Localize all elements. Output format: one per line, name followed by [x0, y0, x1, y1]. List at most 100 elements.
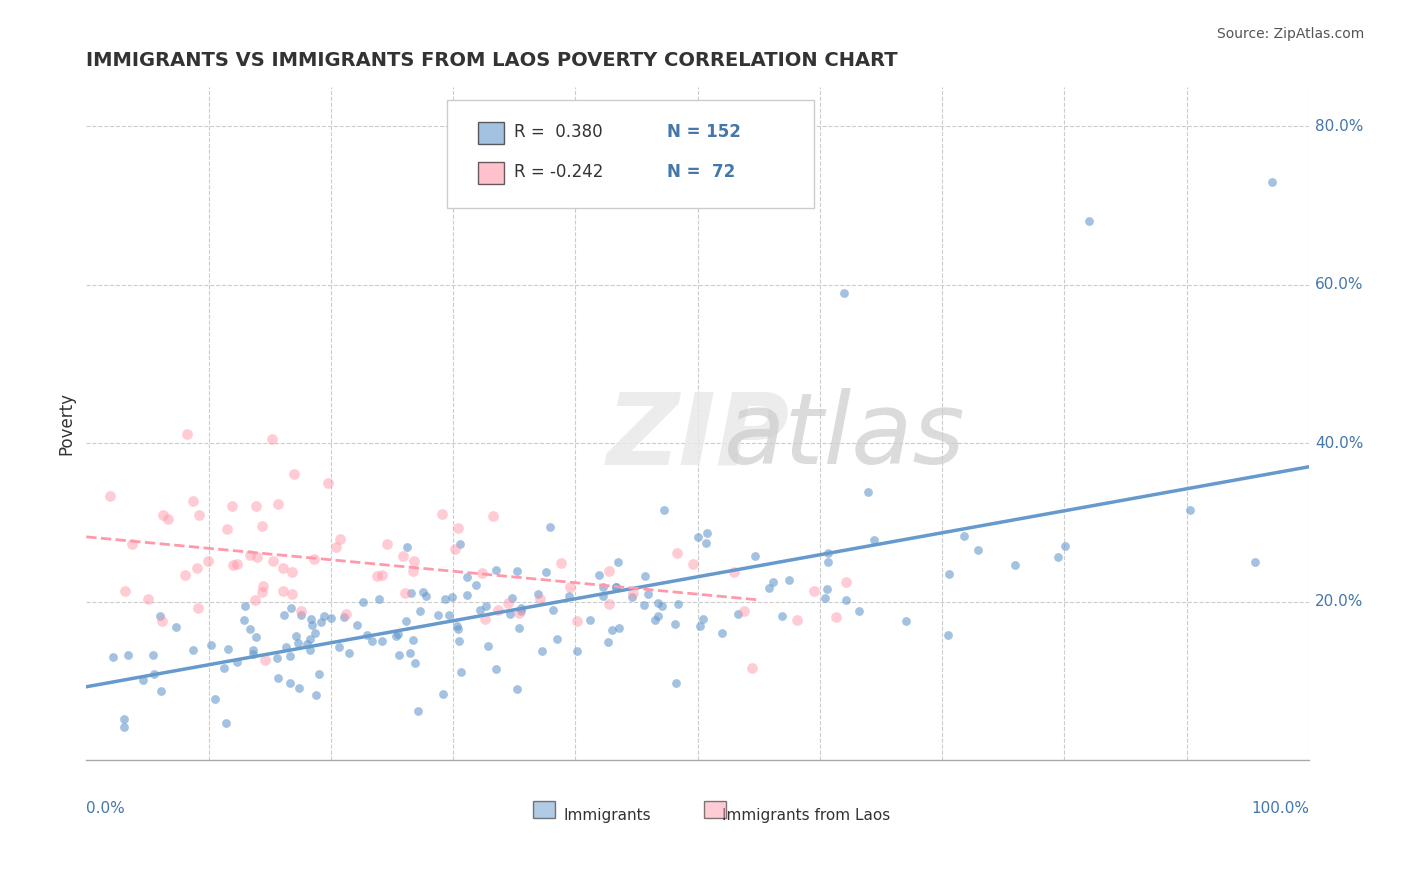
Point [197, 554, 219, 568]
Point [285, 628, 308, 642]
Point [607, 555, 630, 569]
Point [666, 598, 689, 612]
Point [682, 557, 704, 571]
Point [486, 603, 509, 617]
Point [360, 633, 382, 648]
Point [741, 661, 763, 675]
Point [305, 688, 328, 702]
Point [634, 569, 657, 583]
Text: Immigrants from Laos: Immigrants from Laos [723, 807, 890, 822]
Point [506, 564, 529, 578]
Point [287, 636, 309, 650]
Point [252, 579, 274, 593]
Point [733, 604, 755, 618]
Point [173, 568, 195, 582]
Point [647, 609, 669, 624]
Point [375, 537, 398, 551]
Point [280, 586, 302, 600]
Point [143, 666, 166, 681]
Point [266, 651, 288, 665]
Point [402, 554, 425, 568]
Point [274, 640, 297, 654]
Point [758, 582, 780, 596]
Point [367, 592, 389, 607]
Point [215, 715, 238, 730]
Point [474, 599, 496, 613]
Point [432, 507, 454, 521]
Point [468, 603, 491, 617]
Point [485, 563, 508, 577]
Point [560, 580, 582, 594]
Text: R =  0.380: R = 0.380 [515, 123, 603, 141]
Point [786, 613, 808, 627]
Point [98, 489, 121, 503]
Point [558, 589, 581, 603]
Point [444, 542, 467, 557]
Text: R = -0.242: R = -0.242 [515, 163, 603, 181]
Point [505, 681, 527, 696]
Text: N =  72: N = 72 [666, 163, 735, 181]
Point [817, 555, 839, 569]
Point [250, 519, 273, 533]
Point [696, 525, 718, 540]
Point [112, 712, 135, 726]
Point [437, 607, 460, 622]
Point [384, 629, 406, 643]
Point [815, 582, 838, 596]
FancyBboxPatch shape [447, 100, 814, 208]
Text: Source: ZipAtlas.com: Source: ZipAtlas.com [1216, 27, 1364, 41]
Point [271, 584, 294, 599]
Point [221, 558, 243, 573]
Point [695, 536, 717, 550]
Point [214, 661, 236, 675]
Point [329, 532, 352, 546]
Point [299, 643, 322, 657]
Point [664, 617, 686, 632]
Point [938, 567, 960, 582]
Point [242, 647, 264, 661]
Point [186, 561, 208, 575]
Point [446, 618, 468, 632]
Point [858, 485, 880, 500]
Point [183, 642, 205, 657]
Point [432, 687, 454, 701]
Point [406, 704, 429, 718]
Point [308, 667, 330, 681]
Point [835, 575, 858, 590]
Point [233, 599, 256, 613]
Point [527, 587, 550, 601]
FancyBboxPatch shape [478, 162, 505, 184]
Point [404, 656, 426, 670]
Point [262, 554, 284, 568]
Point [449, 537, 471, 551]
Point [242, 642, 264, 657]
Point [399, 646, 422, 660]
Point [596, 634, 619, 648]
Point [1053, 539, 1076, 553]
Point [117, 648, 139, 662]
Point [456, 570, 478, 584]
Point [142, 648, 165, 662]
FancyBboxPatch shape [533, 801, 554, 818]
Point [217, 522, 239, 536]
Point [1180, 503, 1202, 517]
Point [253, 653, 276, 667]
Point [114, 584, 136, 599]
Point [316, 475, 339, 490]
Text: 60.0%: 60.0% [1315, 277, 1364, 293]
Point [744, 549, 766, 564]
Point [896, 614, 918, 628]
Point [835, 592, 858, 607]
Point [541, 603, 564, 617]
Point [346, 618, 368, 632]
Point [433, 592, 456, 607]
Point [665, 546, 688, 560]
Text: 100.0%: 100.0% [1251, 801, 1309, 816]
Text: N = 152: N = 152 [666, 123, 741, 141]
Point [803, 584, 825, 599]
Point [499, 607, 522, 622]
Point [621, 590, 644, 604]
Point [150, 684, 173, 698]
Point [633, 598, 655, 612]
Point [762, 575, 785, 590]
